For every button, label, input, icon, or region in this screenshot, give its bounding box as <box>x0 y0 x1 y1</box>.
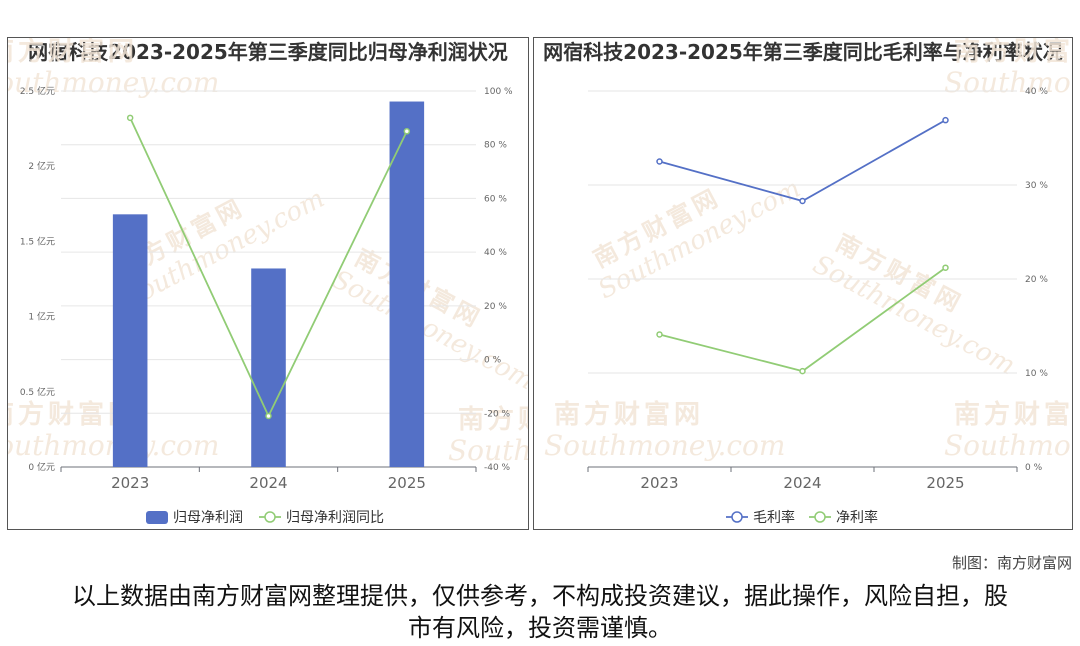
data-point-归母净利润同比 <box>126 114 134 122</box>
chart-credit: 制图：南方财富网 <box>951 554 1072 572</box>
left-axis-tick-label: 1 亿元 <box>28 311 55 323</box>
data-point-净利率 <box>799 367 806 375</box>
chart-panel-margins: 网宿科技2023-2025年第三季度同比毛利率与净利率状况 南方财富网South… <box>533 37 1073 530</box>
chart-title: 网宿科技2023-2025年第三季度同比归母净利润状况 <box>28 40 508 64</box>
watermark-cn-text: 南方财富网 <box>458 404 529 435</box>
legend-item: 归母净利润 <box>146 509 243 526</box>
data-point-归母净利润同比 <box>403 128 411 135</box>
legend-item: 净利率 <box>809 509 878 526</box>
watermark-en-text: Southmoney.com <box>448 434 529 467</box>
chart-title: 网宿科技2023-2025年第三季度同比毛利率与净利率状况 <box>543 40 1063 64</box>
legend-label: 净利率 <box>836 509 878 526</box>
bar-归母净利润 <box>112 214 148 467</box>
legend-swatch-marker <box>264 511 276 523</box>
bar-归母净利润 <box>389 101 425 467</box>
disclaimer-text: 以上数据由南方财富网整理提供，仅供参考，不构成投资建议，据此操作，风险自担，股市… <box>72 582 1008 642</box>
left-axis-tick-label: 2 亿元 <box>28 160 55 172</box>
bar-归母净利润 <box>251 268 286 467</box>
net-profit-chart: 南方财富网Southmoney.com南方财富网Southmoney.com南方… <box>8 38 529 526</box>
right-axis-tick-label: 40 % <box>1025 87 1048 97</box>
legend-swatch <box>146 511 168 524</box>
watermark-en-text: Southmoney.com <box>944 66 1073 99</box>
legend-label: 毛利率 <box>753 509 795 526</box>
left-axis-tick-label: 0 亿元 <box>28 461 55 473</box>
legend-label: 归母净利润 <box>173 509 243 526</box>
right-axis-tick-label: -40 % <box>484 463 511 473</box>
right-axis-tick-label: -20 % <box>484 409 511 419</box>
legend-swatch-marker <box>814 511 826 523</box>
margin-chart: 南方财富网Southmoney.com南方财富网Southmoney.com南方… <box>544 38 1073 526</box>
data-point-毛利率 <box>799 197 806 205</box>
right-axis-tick-label: 0 % <box>1025 463 1043 473</box>
legend-label: 归母净利润同比 <box>286 509 384 526</box>
watermark-en-text: Southmoney.com <box>944 429 1073 462</box>
right-axis-tick-label: 100 % <box>484 87 513 97</box>
data-point-毛利率 <box>942 116 949 124</box>
watermark-cn-text: 南方财富网 <box>8 38 138 67</box>
data-point-净利率 <box>942 264 949 271</box>
left-axis-tick-label: 2.5 亿元 <box>20 85 55 97</box>
x-axis-category-label: 2023 <box>111 474 149 492</box>
data-point-毛利率 <box>656 158 663 165</box>
right-axis-tick-label: 80 % <box>484 141 507 151</box>
watermark-cn-text: 南方财富网 <box>554 399 704 430</box>
legend-item: 归母净利润同比 <box>259 509 384 526</box>
x-axis-category-label: 2025 <box>388 474 426 492</box>
data-point-归母净利润同比 <box>265 412 272 420</box>
watermark-cn-text: 南方财富网 <box>954 38 1073 67</box>
left-axis-tick-label: 0.5 亿元 <box>20 386 55 398</box>
left-axis-tick-label: 1.5 亿元 <box>20 235 55 247</box>
x-axis-category-label: 2025 <box>926 474 964 492</box>
right-axis-tick-label: 30 % <box>1025 181 1048 191</box>
legend-item: 毛利率 <box>726 509 795 526</box>
x-axis-category-label: 2024 <box>249 474 287 492</box>
right-axis-tick-label: 10 % <box>1025 369 1048 379</box>
chart-panel-net-profit: 网宿科技2023-2025年第三季度同比归母净利润状况 南方财富网Southmo… <box>7 37 529 530</box>
watermark-en-text: Southmoney.com <box>544 429 785 462</box>
right-axis-tick-label: 20 % <box>1025 275 1048 285</box>
watermark-cn-text: 南方财富网 <box>954 399 1073 430</box>
watermark-en-text: Southmoney.com <box>8 66 219 99</box>
x-axis-category-label: 2024 <box>783 474 821 492</box>
x-axis-category-label: 2023 <box>640 474 678 492</box>
legend-swatch-marker <box>731 511 743 523</box>
right-axis-tick-label: 40 % <box>484 248 507 258</box>
data-point-净利率 <box>656 331 663 338</box>
right-axis-tick-label: 20 % <box>484 302 507 312</box>
right-axis-tick-label: 0 % <box>484 356 502 366</box>
right-axis-tick-label: 60 % <box>484 194 507 204</box>
